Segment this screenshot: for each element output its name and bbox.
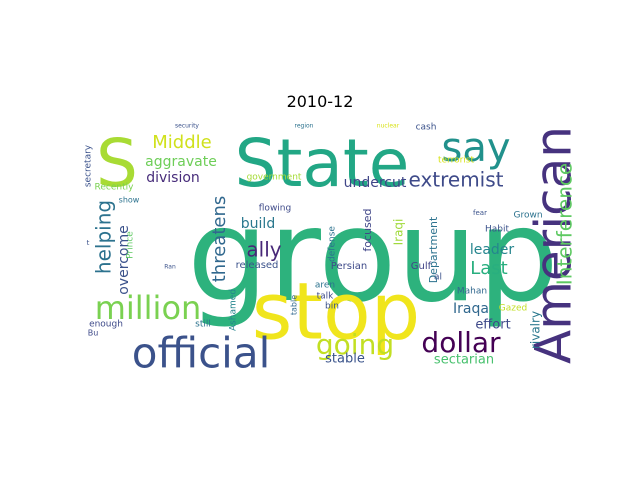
word-t: t xyxy=(87,239,90,247)
word-going: going xyxy=(316,328,394,361)
word-last: Last xyxy=(470,258,508,279)
word-released: released xyxy=(236,260,279,271)
word-government: government xyxy=(247,173,302,183)
word-region: region xyxy=(295,123,314,130)
word-persian: Persian xyxy=(331,261,367,272)
word-iraqi: Iraqi xyxy=(392,219,406,246)
word-ran: Ran xyxy=(164,264,176,271)
word-s: S xyxy=(96,125,138,202)
word-overcome: overcome xyxy=(116,225,132,294)
word-gazed: Gazed xyxy=(499,304,527,314)
word-ally: ally xyxy=(246,238,281,262)
word-sectarian: sectarian xyxy=(434,353,494,368)
word-official: official xyxy=(132,329,270,378)
word-terrorist: terrorist xyxy=(438,156,475,166)
word-table: table xyxy=(290,295,299,315)
word-state: State xyxy=(235,125,410,202)
word-aren: aren xyxy=(315,281,335,291)
word-talk: talk xyxy=(317,292,335,302)
word-middle: Middle xyxy=(152,132,211,153)
word-division: division xyxy=(146,170,200,186)
word-build: build xyxy=(241,216,275,232)
word-defense: defense xyxy=(328,226,338,262)
word-bin: bin xyxy=(325,302,339,312)
word-recently: Recently xyxy=(95,183,135,193)
word-secretary: secretary xyxy=(84,144,94,187)
word-helping: helping xyxy=(92,200,116,274)
word-gulf: Gulf xyxy=(411,261,432,272)
word-rivalry: rivalry xyxy=(529,311,543,349)
word-bu: Bu xyxy=(88,329,99,338)
word-flowing: flowing xyxy=(259,204,291,214)
word-group: group xyxy=(187,182,559,331)
word-threatens: threatens xyxy=(209,196,230,283)
word-cash: cash xyxy=(416,123,437,133)
word-al: al xyxy=(434,273,442,283)
word-interference: Interference xyxy=(553,163,577,285)
word-say: say xyxy=(441,125,510,171)
word-iraqa: Iraqa xyxy=(453,301,489,317)
word-undercut: undercut xyxy=(344,175,407,191)
word-grown: Grown xyxy=(513,211,542,221)
word-habit: Habit xyxy=(485,225,509,235)
word-american: American xyxy=(525,126,583,364)
word-ashamed: Ashamed xyxy=(229,289,239,331)
word-leader: leader xyxy=(470,242,515,258)
word-stop: stop xyxy=(252,267,420,357)
word-effort: effort xyxy=(475,318,510,333)
word-dollar: dollar xyxy=(421,326,501,359)
word-stable: stable xyxy=(325,352,365,367)
chart-title: 2010-12 xyxy=(286,92,354,111)
word-nuclear: nuclear xyxy=(377,123,400,130)
word-enough: enough xyxy=(89,320,123,330)
word-mahan: Mahan xyxy=(457,287,487,297)
word-security: security xyxy=(175,123,199,130)
word-focused: focused xyxy=(361,208,374,251)
word-aggravate: aggravate xyxy=(145,154,217,170)
word-prince: Prince xyxy=(126,231,136,259)
word-department: Department xyxy=(427,216,440,283)
word-still: still xyxy=(195,320,211,330)
word-million: million xyxy=(95,289,202,327)
word-extremist: extremist xyxy=(408,168,503,192)
word-show: show xyxy=(119,196,140,205)
word-fear: fear xyxy=(473,209,487,217)
